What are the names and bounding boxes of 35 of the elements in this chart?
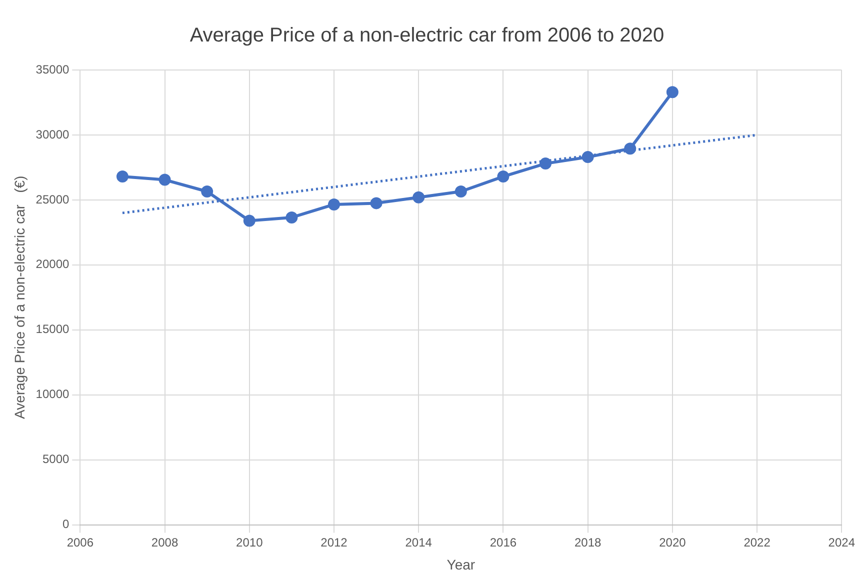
y-tick-label: 25000 bbox=[36, 192, 70, 206]
chart-title: Average Price of a non-electric car from 2006 to 2020 bbox=[190, 24, 664, 47]
y-tick-label: 20000 bbox=[36, 257, 70, 272]
x-tick-label: 2016 bbox=[490, 535, 517, 550]
y-tick-label: 30000 bbox=[36, 127, 70, 142]
point bbox=[540, 158, 552, 170]
x-tick-label: 2018 bbox=[574, 535, 602, 550]
point bbox=[116, 170, 128, 183]
x-tick-label: 2010 bbox=[236, 535, 264, 550]
point bbox=[370, 197, 382, 210]
y-tick-label: 15000 bbox=[36, 322, 70, 336]
x-tick-label: 2020 bbox=[659, 535, 686, 550]
y-tick-label: 35000 bbox=[36, 62, 70, 76]
y-tick-label: 0 bbox=[62, 517, 70, 532]
point bbox=[666, 86, 678, 98]
x-tick-label: 2014 bbox=[405, 535, 432, 550]
x-tick-label: 2022 bbox=[744, 535, 771, 550]
point bbox=[582, 151, 594, 164]
x-tick-label: 2006 bbox=[66, 535, 94, 550]
x-tick-label: 2012 bbox=[320, 535, 348, 550]
point bbox=[201, 185, 214, 198]
y-tick-label: 5000 bbox=[42, 452, 70, 466]
point bbox=[328, 198, 340, 210]
y-axis-title: Average Price of a non-electric car (€) bbox=[11, 176, 28, 420]
point bbox=[624, 142, 636, 155]
point bbox=[243, 214, 256, 227]
point bbox=[497, 170, 510, 183]
point bbox=[412, 191, 425, 204]
x-axis-title: Year bbox=[446, 556, 476, 572]
point bbox=[158, 174, 171, 186]
x-tick-label: 2008 bbox=[151, 535, 178, 550]
point bbox=[286, 211, 298, 224]
point bbox=[454, 185, 467, 198]
x-tick-label: 2024 bbox=[828, 535, 856, 550]
y-tick-label: 10000 bbox=[36, 387, 70, 402]
